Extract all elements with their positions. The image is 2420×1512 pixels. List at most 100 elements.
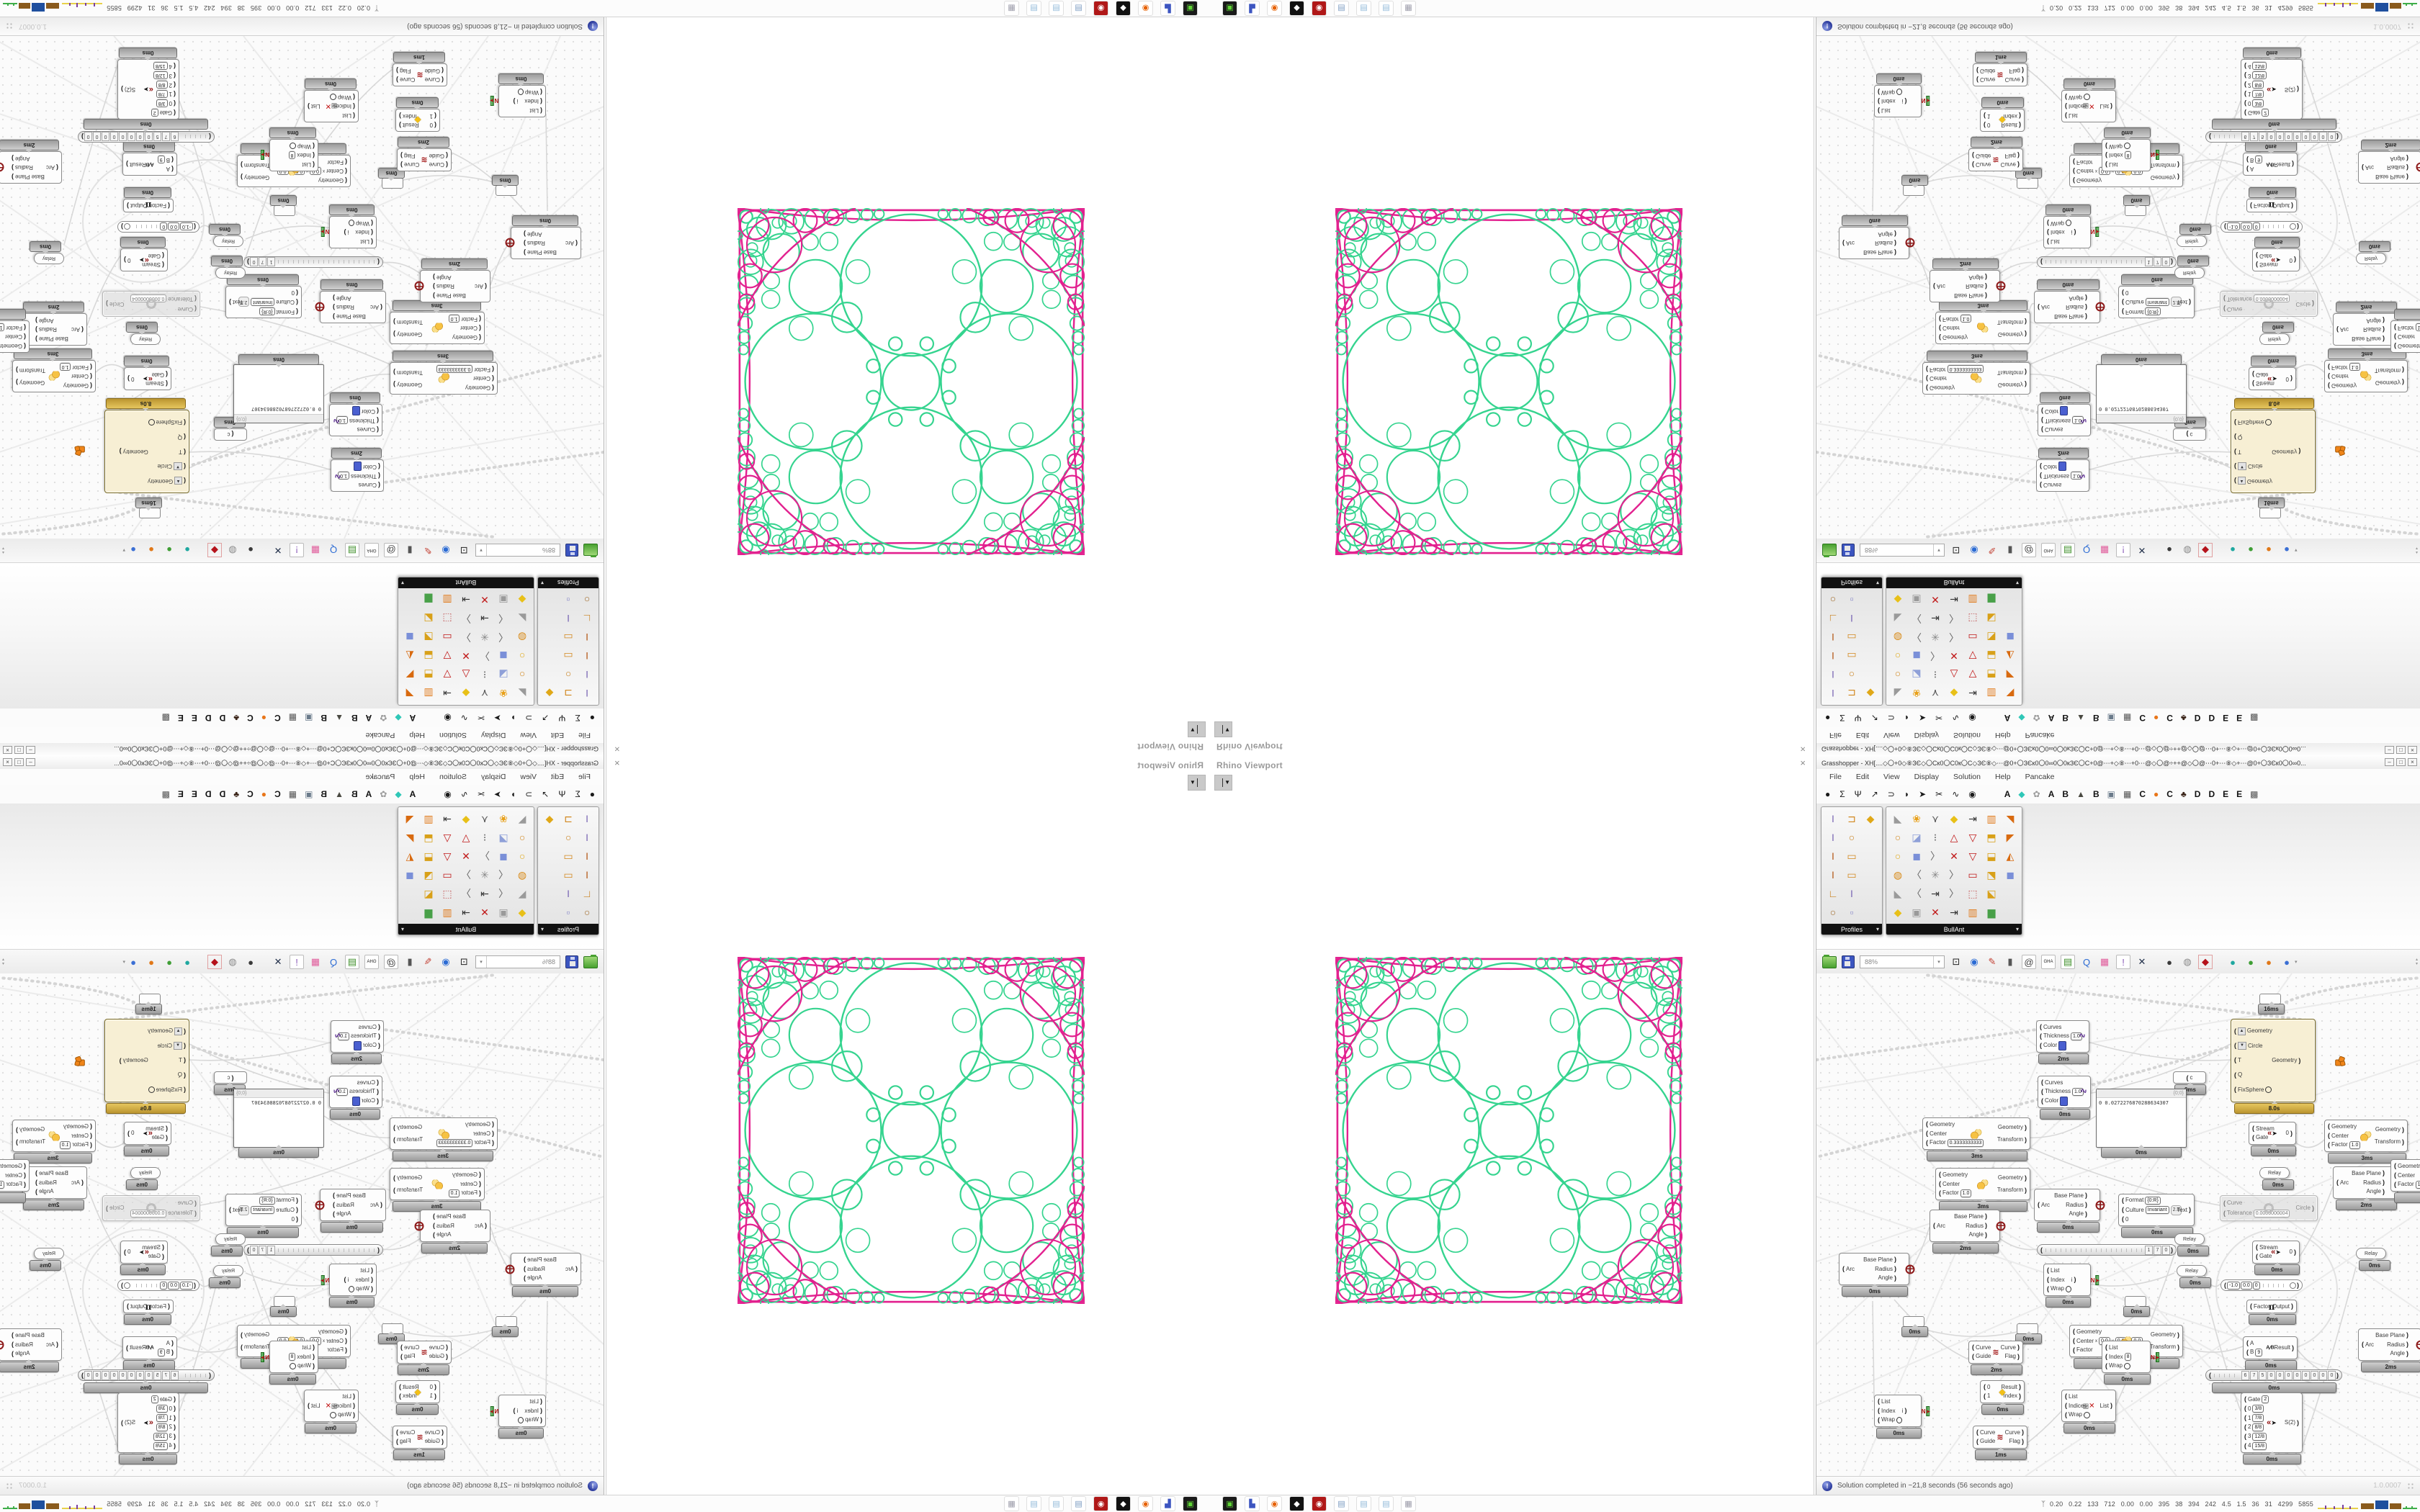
value-chip[interactable]: 0.3333333333	[1947, 365, 1984, 374]
value-chip[interactable]: 1.0	[2072, 1087, 2084, 1096]
component-icon[interactable]: ⁝	[1933, 831, 1937, 843]
value-chip[interactable]: -1.0	[2227, 1281, 2241, 1290]
component-icon[interactable]: ◭	[405, 850, 414, 862]
menu-item-view[interactable]: View	[520, 731, 537, 739]
component-icon[interactable]: ◼	[405, 631, 414, 644]
value-chip[interactable]: 7/8	[2252, 1414, 2264, 1423]
component-icon[interactable]: ✕	[1950, 850, 1958, 862]
component-icon[interactable]: ⬒	[424, 831, 434, 843]
value-chip[interactable]: 1.0	[2349, 363, 2361, 372]
category-footer[interactable]: Profiles ▾	[538, 924, 599, 935]
component-icon[interactable]: ○	[583, 594, 591, 606]
component-icon[interactable]: ✕	[1931, 594, 1940, 606]
gh-node-dearc-3[interactable]: (Arc Base Plane) Radius) Angle)	[2333, 1166, 2403, 1199]
tab-plugin-8[interactable]: ▦	[288, 789, 297, 799]
preview-orange-icon[interactable]: ●	[148, 544, 154, 556]
render-gem-icon[interactable]: ◆	[207, 543, 222, 557]
gh-node-scale-1[interactable]: (Geometry(Center(Factor 0.3333333333 Geome…	[1922, 1117, 2030, 1150]
render-sphere-wire-icon[interactable]: ◍	[2183, 545, 2192, 556]
value-chip[interactable]: 0	[160, 222, 168, 231]
component-icon[interactable]: ○	[1829, 594, 1837, 606]
slider-digit[interactable]: 0	[102, 1370, 109, 1380]
value-chip[interactable]: 15/8	[153, 62, 168, 71]
gh-node-dearc-5[interactable]: (Arc Base Plane) Radius) Angle)	[0, 151, 62, 184]
value-chip[interactable]: 0.3333333333	[1947, 1138, 1984, 1147]
gh-node-flow-1[interactable]: (Curve(Guide Curve) Flag) ≋	[397, 148, 452, 171]
slider-digit[interactable]: 7	[259, 257, 266, 267]
component-icon[interactable]: ⬕	[1986, 887, 1996, 899]
component-icon[interactable]: ▽	[1968, 650, 1977, 662]
value-chip[interactable]: 1.0	[59, 1140, 71, 1149]
viewport-close-icon[interactable]: ×	[614, 757, 620, 768]
gh-node-relay-1[interactable]: Relay	[213, 235, 243, 247]
slider-digit[interactable]: 0	[2293, 1370, 2301, 1380]
tab-plugin-13[interactable]: D	[2194, 713, 2201, 723]
tab-plugin-13[interactable]: D	[2194, 789, 2201, 799]
slider-digit[interactable]: 7	[2154, 1245, 2161, 1255]
tab-plugin-17[interactable]: ▩	[2250, 789, 2259, 799]
gh-node-stream-filter-2[interactable]: (Stream(Gate 0) «➤	[120, 1241, 168, 1264]
gh-node-dearc-1[interactable]: (Arc Base Plane) Radius) Angle)	[1930, 270, 2006, 302]
stepper-button[interactable]: ▲	[2238, 1027, 2246, 1035]
value-chip[interactable]: 0.0	[2241, 1281, 2252, 1290]
cluster-barrel-icon[interactable]: ▮	[2007, 545, 2013, 556]
component-icon[interactable]: ▭	[1847, 868, 1857, 881]
component-icon[interactable]: ▽	[443, 650, 452, 662]
render-sphere-dark-icon[interactable]: ●	[248, 956, 254, 968]
color-swatch[interactable]	[2060, 406, 2069, 416]
component-icon[interactable]: △	[1950, 831, 1958, 843]
slider-digit[interactable]: 0	[127, 132, 135, 142]
slider-digit[interactable]: 0	[2267, 132, 2275, 142]
menu-item-edit[interactable]: Edit	[1855, 773, 1870, 781]
slider-digit[interactable]: 0	[145, 1370, 153, 1380]
gh-node-dearc-5[interactable]: (Arc Base Plane) Radius) Angle)	[2358, 151, 2420, 184]
component-icon[interactable]: I	[1832, 631, 1834, 643]
export-doc-icon[interactable]: ▤	[2061, 955, 2075, 969]
gh-node-cull-index[interactable]: (List(Indices(Wrap List) ▤ ✕	[2061, 1390, 2116, 1422]
component-icon[interactable]: 〉	[461, 631, 471, 643]
preview-teal-icon[interactable]: ●	[2230, 544, 2236, 556]
slider-digit[interactable]: 0	[250, 1245, 258, 1255]
gh-node-stream-filter-1[interactable]: (Stream(Gate 0) «➤	[124, 367, 171, 390]
component-icon[interactable]: ◤	[2006, 669, 2015, 681]
component-icon[interactable]: ⬚	[442, 613, 452, 625]
tab-plugin-2[interactable]: ✿	[380, 789, 387, 799]
component-icon[interactable]: ○	[1848, 669, 1855, 680]
tab-maths-icon[interactable]: Σ	[575, 713, 581, 723]
maximize-icon[interactable]: □	[14, 746, 24, 754]
component-icon[interactable]: ◭	[405, 650, 414, 662]
value-chip[interactable]: 12/8	[153, 1432, 168, 1441]
component-icon[interactable]: ◪	[1912, 831, 1922, 843]
stepper-button[interactable]: ▲	[2238, 477, 2246, 485]
menu-item-display[interactable]: Display	[480, 773, 506, 781]
taskbar-inkscape-icon[interactable]: ◆	[1116, 1, 1130, 15]
gh-node-slider-17[interactable]: (1 7 0)	[2037, 256, 2177, 268]
gh-node-relay-2[interactable]: Relay	[130, 1167, 161, 1179]
tab-mesh-icon[interactable]: ➤	[1919, 713, 1927, 723]
taskbar-calculator-icon[interactable]: ▤	[1072, 1497, 1085, 1511]
value-chip[interactable]: Invariant	[251, 1206, 275, 1214]
gh-node-stream-filter-2[interactable]: (Stream(Gate 0) «➤	[2252, 248, 2300, 271]
render-sphere-wire-icon[interactable]: ◍	[2183, 956, 2192, 967]
component-icon[interactable]: ⇥	[443, 812, 452, 824]
value-chip[interactable]: 1.0	[0, 323, 5, 332]
tab-params-icon[interactable]: ●	[1825, 789, 1831, 799]
close-icon[interactable]: ×	[3, 758, 12, 766]
slider-digit[interactable]: 5	[153, 132, 161, 142]
tab-plugin-11[interactable]: C	[2166, 713, 2173, 723]
viewport-mode-dropdown[interactable]: ▼	[1188, 721, 1206, 737]
component-icon[interactable]: ▣	[498, 906, 508, 918]
tab-maths-icon[interactable]: Σ	[1839, 789, 1845, 799]
gh-node-divide-ab[interactable]: (A(B 9 Result) A ⁄ B	[122, 153, 177, 176]
cluster-barrel-icon[interactable]: ▮	[407, 545, 413, 556]
gh-node-scale-1[interactable]: (Geometry(Center(Factor 0.3333333333 Geome…	[390, 362, 498, 395]
slider-digit[interactable]: 7	[259, 1245, 266, 1255]
render-sphere-dark-icon[interactable]: ●	[2166, 544, 2172, 556]
tab-plugin-9[interactable]: C	[274, 789, 281, 799]
component-icon[interactable]: I	[1832, 813, 1834, 824]
component-icon[interactable]: ▫	[566, 594, 570, 606]
preview-orange-icon[interactable]: ●	[148, 956, 154, 968]
tab-plugin-3[interactable]: A	[2048, 713, 2055, 723]
component-icon[interactable]: ◤	[405, 831, 414, 843]
component-icon[interactable]: 〈	[498, 869, 508, 881]
